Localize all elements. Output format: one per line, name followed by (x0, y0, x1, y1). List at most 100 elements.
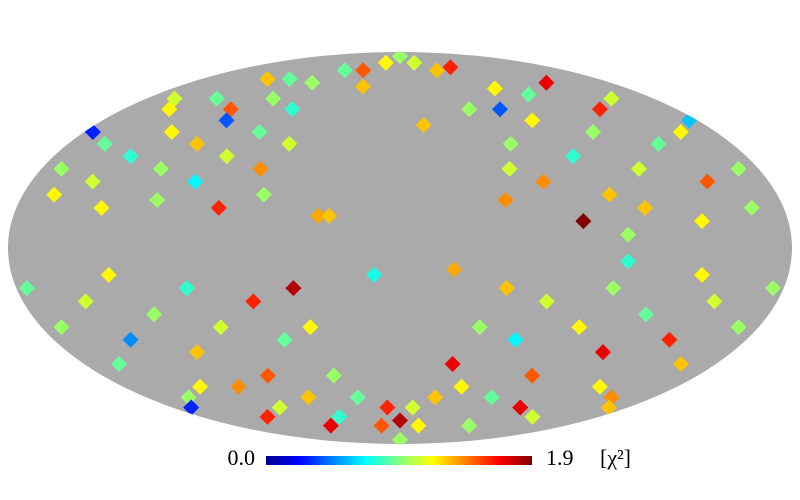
pixel (672, 356, 689, 373)
pixel (535, 173, 552, 190)
pixel (93, 199, 110, 216)
pixel (245, 293, 262, 310)
pixel (325, 367, 342, 384)
pixel (285, 280, 302, 297)
pixel (122, 331, 139, 348)
pixel (255, 186, 272, 203)
pixel (406, 54, 423, 71)
pixel (524, 408, 541, 425)
pixel (111, 356, 128, 373)
pixel (210, 199, 227, 216)
masked-sky (8, 52, 792, 444)
pixel (471, 319, 488, 336)
pixel (392, 52, 408, 65)
pixel (100, 266, 117, 283)
pixel (122, 148, 139, 165)
pixel (336, 62, 353, 79)
pixel (349, 389, 366, 406)
pixel (444, 356, 461, 373)
pixel (512, 399, 529, 416)
pixel (637, 199, 654, 216)
colorbar-max-label: 1.9 (546, 445, 574, 470)
pixel (601, 186, 618, 203)
pixel (18, 280, 35, 297)
pixel (302, 319, 319, 336)
pixel (498, 280, 515, 297)
pixel (84, 123, 101, 140)
pixel (524, 367, 541, 384)
pixel (428, 62, 445, 79)
pixel (284, 101, 301, 118)
pixel (259, 367, 276, 384)
colorbar (266, 456, 532, 465)
pixel (96, 135, 113, 152)
pixel (321, 207, 338, 224)
pixel (310, 207, 327, 224)
pixel (265, 90, 282, 107)
pixel (404, 399, 421, 416)
pixel (146, 306, 163, 323)
pixel (694, 213, 711, 230)
pixel (230, 378, 247, 395)
pixel (189, 344, 206, 361)
pixel (252, 160, 269, 177)
pixel (631, 160, 648, 177)
pixel (322, 417, 339, 434)
pixel (520, 86, 537, 103)
pixel (53, 319, 70, 336)
pixel (276, 331, 293, 348)
pixel (765, 280, 782, 297)
pixel (600, 399, 617, 416)
pixel (427, 389, 444, 406)
pixel (650, 135, 667, 152)
pixel (152, 160, 169, 177)
pixel (77, 293, 94, 310)
pixel (183, 399, 200, 416)
pixel (46, 186, 63, 203)
pixel (730, 319, 747, 336)
pixel (354, 78, 371, 95)
pixel (502, 135, 519, 152)
pixel (538, 293, 555, 310)
pixel (271, 399, 288, 416)
pixel (442, 59, 459, 76)
pixel (392, 412, 408, 429)
pixel (415, 116, 432, 133)
pixel (497, 191, 514, 208)
pixel (192, 378, 209, 395)
pixel (591, 101, 608, 118)
pixel (637, 306, 654, 323)
pixel (605, 280, 622, 297)
pixel (163, 123, 180, 140)
pixel (355, 62, 372, 79)
pixel (699, 173, 716, 190)
pixel (149, 191, 166, 208)
pixel (53, 160, 70, 177)
pixel (84, 173, 101, 190)
pixel (189, 135, 206, 152)
pixel (218, 112, 235, 129)
pixel (331, 408, 348, 425)
pixel (366, 266, 383, 283)
pixel (187, 173, 204, 190)
pixel (300, 389, 317, 406)
pixel (251, 123, 268, 140)
pixel (410, 417, 427, 434)
pixel (507, 331, 524, 348)
pixel (575, 213, 592, 230)
pixel (491, 101, 508, 118)
pixel (486, 80, 503, 97)
pixel (538, 74, 555, 91)
pixel (730, 160, 747, 177)
pixel (392, 431, 408, 444)
pixel (259, 408, 276, 425)
pixel (694, 266, 711, 283)
pixel (212, 319, 229, 336)
pixel (281, 71, 298, 88)
pixel (661, 331, 678, 348)
pixel (565, 148, 582, 165)
pixel (591, 378, 608, 395)
pixel (571, 319, 588, 336)
pixel (501, 160, 518, 177)
pixel (524, 112, 541, 129)
